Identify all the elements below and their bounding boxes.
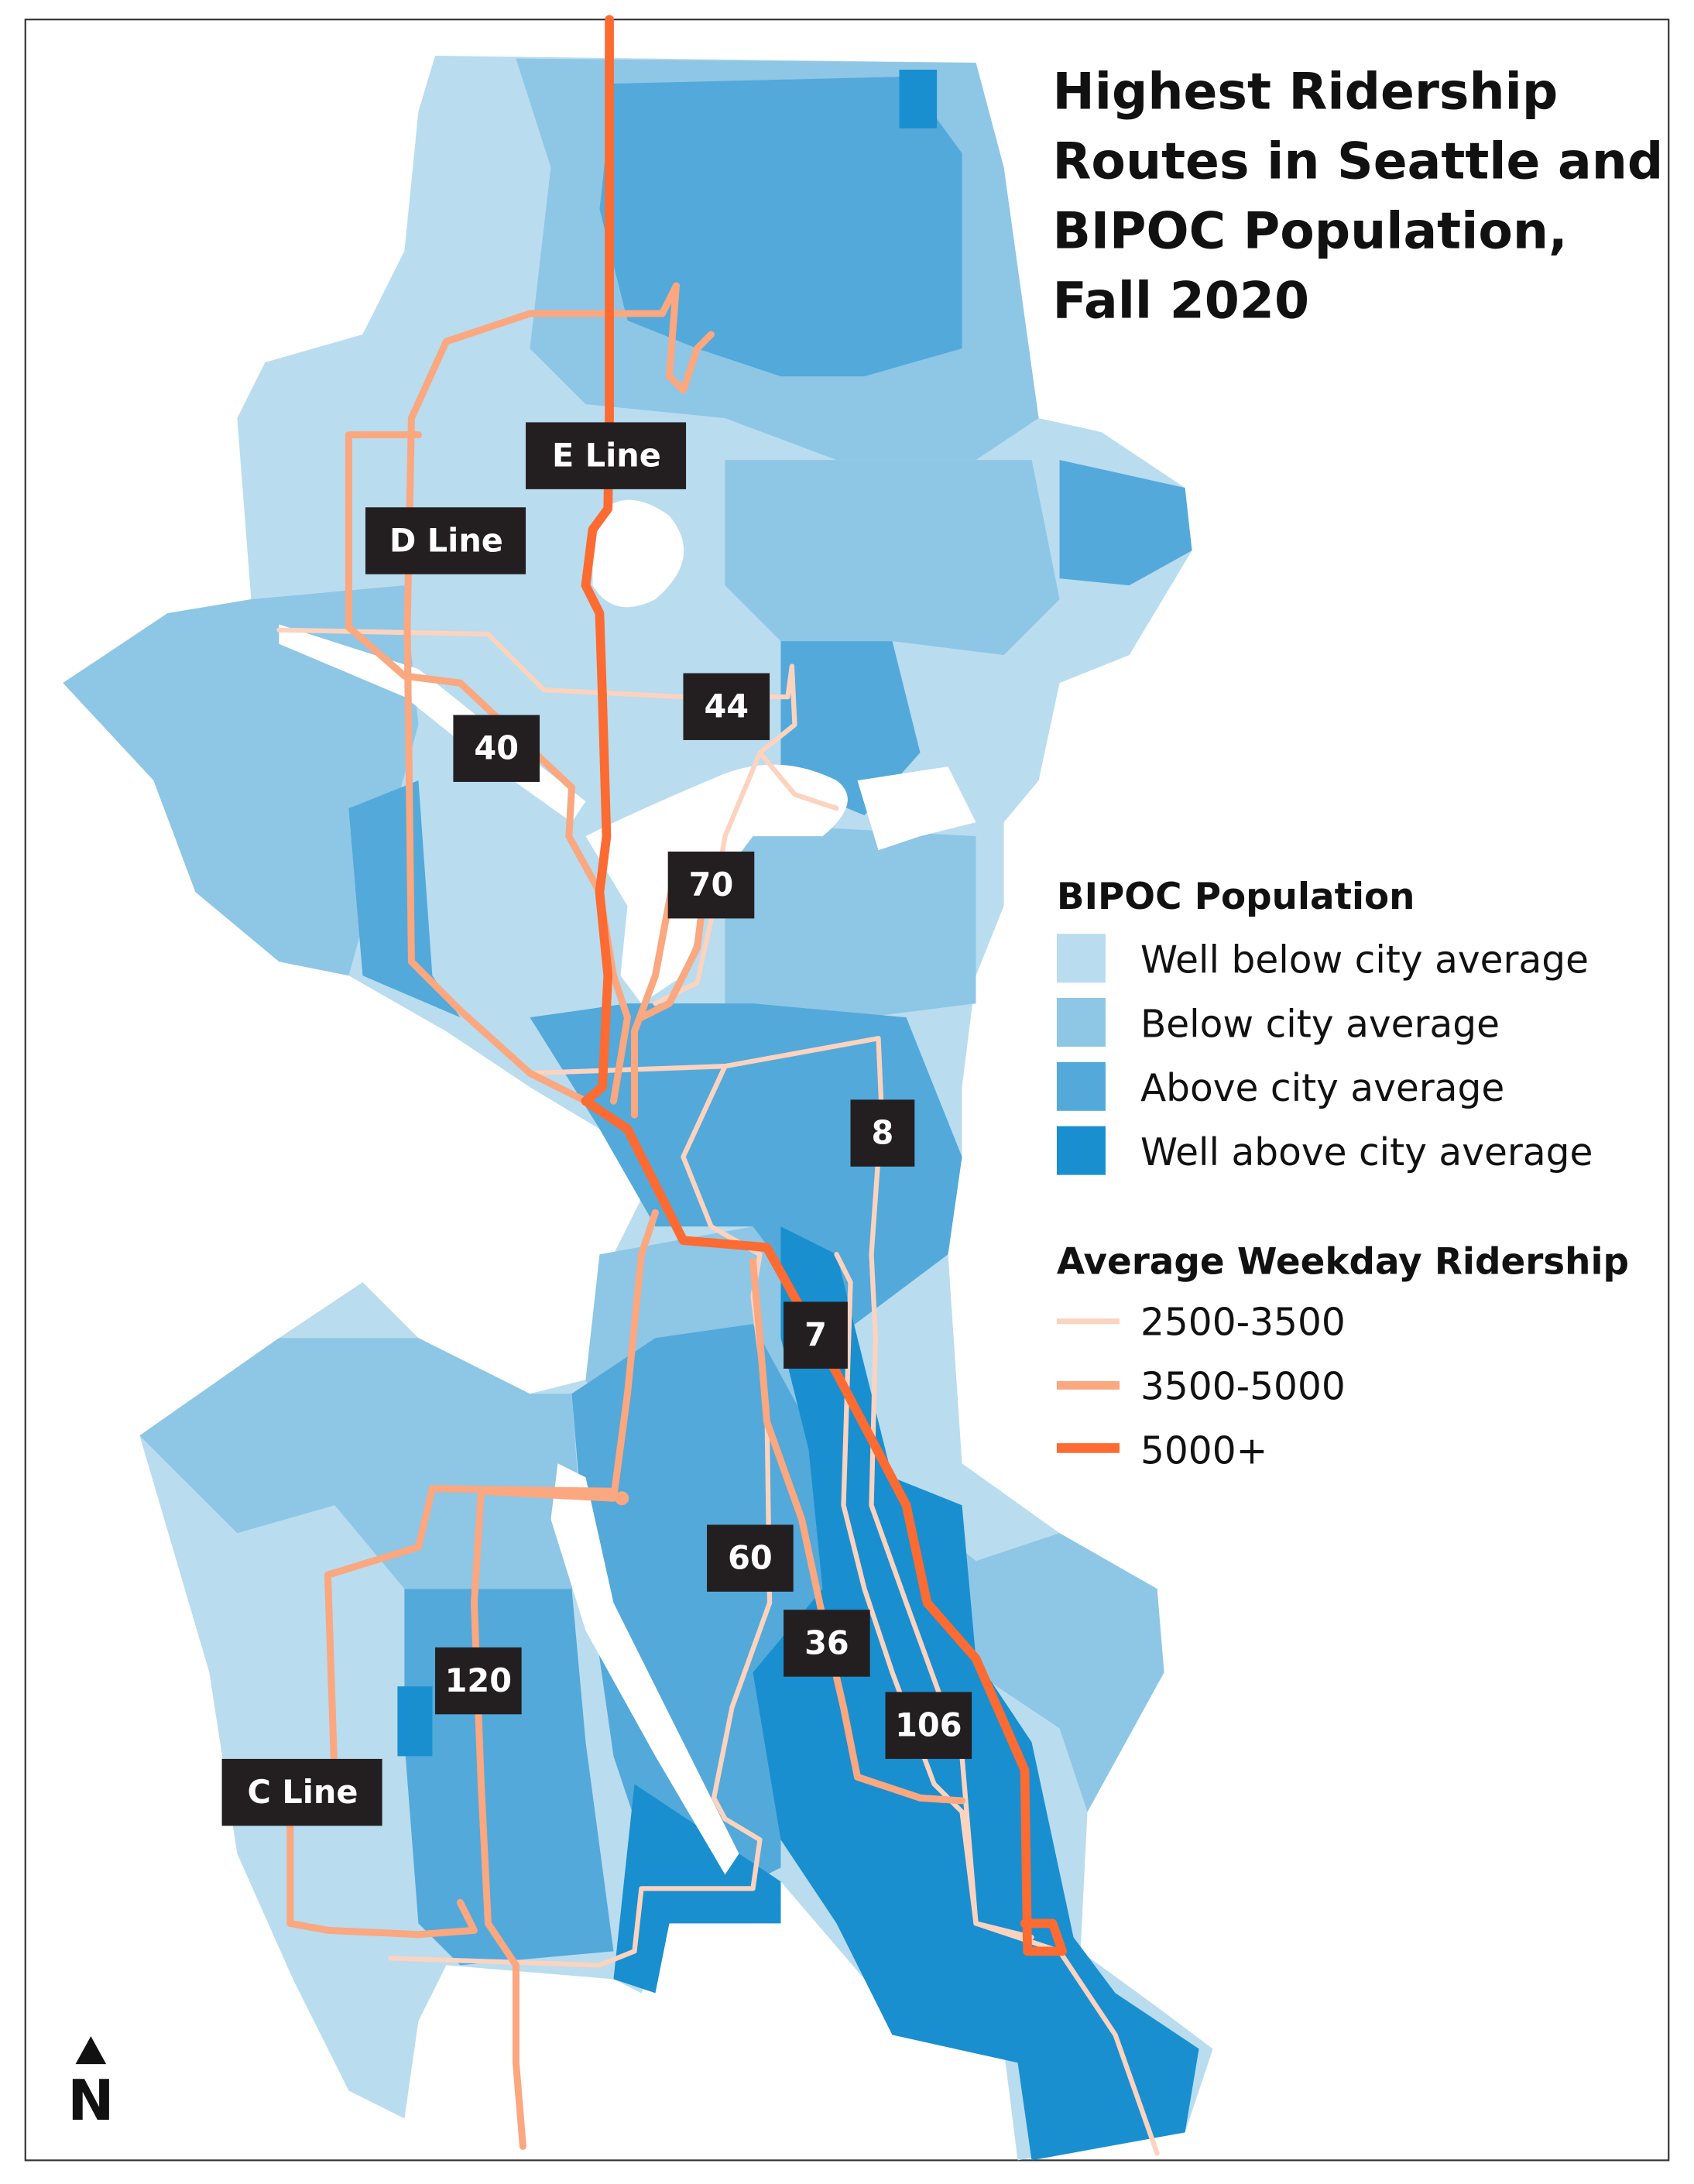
svg-text:40: 40 (474, 730, 519, 767)
route-label-c-line: C Line (221, 1758, 382, 1826)
legend-label-well-below: Well below city average (1140, 939, 1589, 982)
legend-population-heading: BIPOC Population (1057, 876, 1415, 918)
route-120-terminus (615, 1491, 629, 1506)
legend-label-5000-plus: 5000+ (1140, 1429, 1267, 1473)
route-label-60: 60 (707, 1524, 794, 1592)
route-8-line (527, 1036, 1160, 2156)
svg-text:36: 36 (804, 1625, 849, 1662)
route-44-line (276, 627, 797, 1006)
route-7-line (581, 1096, 1067, 1956)
route-label-d-line: D Line (365, 507, 526, 574)
legend-label-3500-5000: 3500-5000 (1140, 1365, 1346, 1408)
legend: BIPOC Population Well below city average… (1056, 876, 1629, 1473)
svg-text:D Line: D Line (389, 522, 503, 559)
green-lake (592, 499, 684, 608)
zone-below-ballard (63, 585, 419, 976)
legend-swatch-well-below (1056, 934, 1106, 983)
route-label-36: 36 (784, 1610, 870, 1677)
svg-text:44: 44 (704, 688, 749, 725)
svg-text:E Line: E Line (552, 437, 661, 475)
svg-text:70: 70 (689, 866, 734, 903)
legend-label-above: Above city average (1140, 1067, 1504, 1110)
title-line-4: Fall 2020 (1053, 272, 1310, 330)
legend-swatch-above (1056, 1061, 1106, 1111)
lake-washington-bay (857, 766, 976, 851)
map-title: Highest Ridership Routes in Seattle and … (1053, 63, 1664, 330)
legend-label-2500-3500: 2500-3500 (1140, 1301, 1346, 1345)
route-label-7: 7 (784, 1301, 848, 1369)
routes (276, 15, 1160, 2156)
zone-above-northeast (1059, 460, 1192, 586)
route-e-line (581, 15, 614, 1106)
legend-label-well-above: Well above city average (1140, 1131, 1593, 1174)
route-d-line (403, 282, 715, 1105)
route-44-branch (757, 749, 839, 811)
svg-text:8: 8 (872, 1115, 894, 1152)
route-120-line (470, 1209, 659, 2150)
zone-wellabove-rainier (753, 1226, 1199, 2161)
legend-ridership-heading: Average Weekday Ridership (1057, 1241, 1629, 1283)
svg-text:60: 60 (728, 1540, 773, 1577)
route-label-8: 8 (850, 1099, 915, 1167)
legend-swatch-well-above (1056, 1126, 1106, 1175)
legend-label-below: Below city average (1140, 1003, 1500, 1046)
route-label-120: 120 (435, 1647, 522, 1715)
title-line-3: BIPOC Population, (1053, 202, 1568, 260)
north-arrow-label: N (67, 2068, 114, 2133)
title-line-1: Highest Ridership (1053, 63, 1559, 121)
zone-wellabove-whitecenter (397, 1686, 433, 1757)
zone-above-north (599, 77, 962, 377)
svg-text:C Line: C Line (248, 1774, 358, 1811)
duwamish-waterway (550, 1463, 739, 1875)
zone-above-south (571, 1324, 865, 1924)
zone-below-capitolhill (725, 822, 976, 1018)
route-label-106: 106 (885, 1692, 972, 1759)
svg-text:106: 106 (895, 1707, 962, 1744)
route-106-line (834, 1252, 1034, 1940)
route-labels: E Line D Line 40 44 70 8 7 60 36 106 120… (221, 422, 972, 1826)
north-arrow: N (67, 2036, 114, 2133)
route-label-70: 70 (667, 851, 755, 919)
zone-above-interbay (348, 780, 461, 1018)
north-arrow-icon (75, 2036, 107, 2065)
svg-text:120: 120 (445, 1662, 512, 1699)
route-label-40: 40 (453, 715, 540, 782)
route-label-e-line: E Line (526, 422, 687, 489)
zone-wellabove-north (899, 70, 938, 129)
zone-above-downtown (530, 1003, 962, 1339)
route-label-44: 44 (683, 673, 770, 740)
svg-text:7: 7 (804, 1317, 827, 1354)
title-line-2: Routes in Seattle and (1053, 132, 1664, 190)
zone-below-westseattle (139, 1338, 586, 1589)
legend-swatch-below (1056, 997, 1106, 1047)
zone-below-central (725, 460, 1060, 656)
